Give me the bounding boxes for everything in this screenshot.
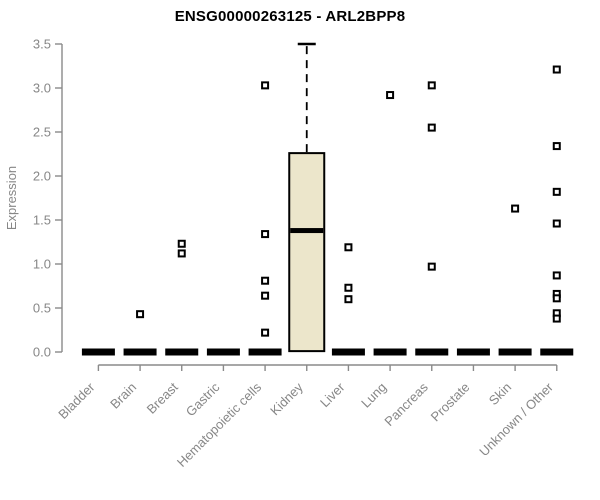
outlier-point — [552, 219, 561, 228]
outlier-point — [427, 81, 436, 90]
outlier-point — [344, 295, 353, 304]
outlier-point — [552, 294, 561, 303]
zero-bar — [373, 348, 407, 356]
outlier-point — [261, 276, 270, 285]
outlier-point — [552, 142, 561, 151]
outlier-point — [386, 91, 395, 100]
x-axis-label: Breast — [144, 379, 181, 416]
chart-title: ENSG00000263125 - ARL2BPP8 — [174, 8, 406, 25]
zero-bar — [165, 348, 199, 356]
zero-bar — [498, 348, 532, 356]
y-tick-label: 2.5 — [33, 125, 51, 140]
zero-bar — [540, 348, 574, 356]
outlier-point — [136, 310, 145, 319]
y-tick-label: 1.0 — [33, 257, 51, 272]
zero-bar — [81, 348, 115, 356]
x-axis-label: Bladder — [55, 379, 98, 422]
outlier-point — [177, 249, 186, 258]
box — [288, 152, 326, 353]
y-tick-label: 0.5 — [33, 301, 51, 316]
y-tick-label: 3.5 — [33, 37, 51, 52]
outlier-point — [552, 314, 561, 323]
x-axis-label: Skin — [486, 380, 514, 408]
y-tick-label: 2.0 — [33, 169, 51, 184]
outlier-point — [344, 243, 353, 252]
y-axis-title: Expression — [4, 166, 19, 230]
x-axis-label: Brain — [107, 380, 139, 412]
x-axis-label: Unknown / Other — [476, 379, 556, 459]
x-axis-label: Prostate — [428, 380, 473, 425]
zero-bar — [123, 348, 157, 356]
outlier-point — [511, 204, 520, 213]
outlier-point — [552, 271, 561, 280]
outlier-point — [261, 230, 270, 239]
zero-bar — [331, 348, 365, 356]
median-line — [290, 228, 324, 234]
outlier-point — [177, 239, 186, 248]
y-tick-label: 1.5 — [33, 213, 51, 228]
zero-bar — [456, 348, 490, 356]
x-axis-label: Lung — [358, 380, 389, 411]
x-axis-label: Liver — [317, 379, 348, 410]
zero-bar — [415, 348, 449, 356]
y-tick-label: 0.0 — [33, 345, 51, 360]
outlier-point — [427, 123, 436, 132]
outlier-point — [261, 328, 270, 337]
x-axis-label: Pancreas — [381, 379, 431, 429]
outlier-point — [552, 65, 561, 74]
x-axis-label: Gastric — [183, 379, 223, 419]
zero-bar — [206, 348, 240, 356]
outlier-point — [427, 262, 436, 271]
zero-bar — [248, 348, 282, 356]
outlier-point — [552, 187, 561, 196]
x-axis-label: Kidney — [267, 379, 306, 418]
outlier-point — [344, 283, 353, 292]
outlier-point — [261, 291, 270, 300]
outlier-point — [261, 81, 270, 90]
y-tick-label: 3.0 — [33, 81, 51, 96]
